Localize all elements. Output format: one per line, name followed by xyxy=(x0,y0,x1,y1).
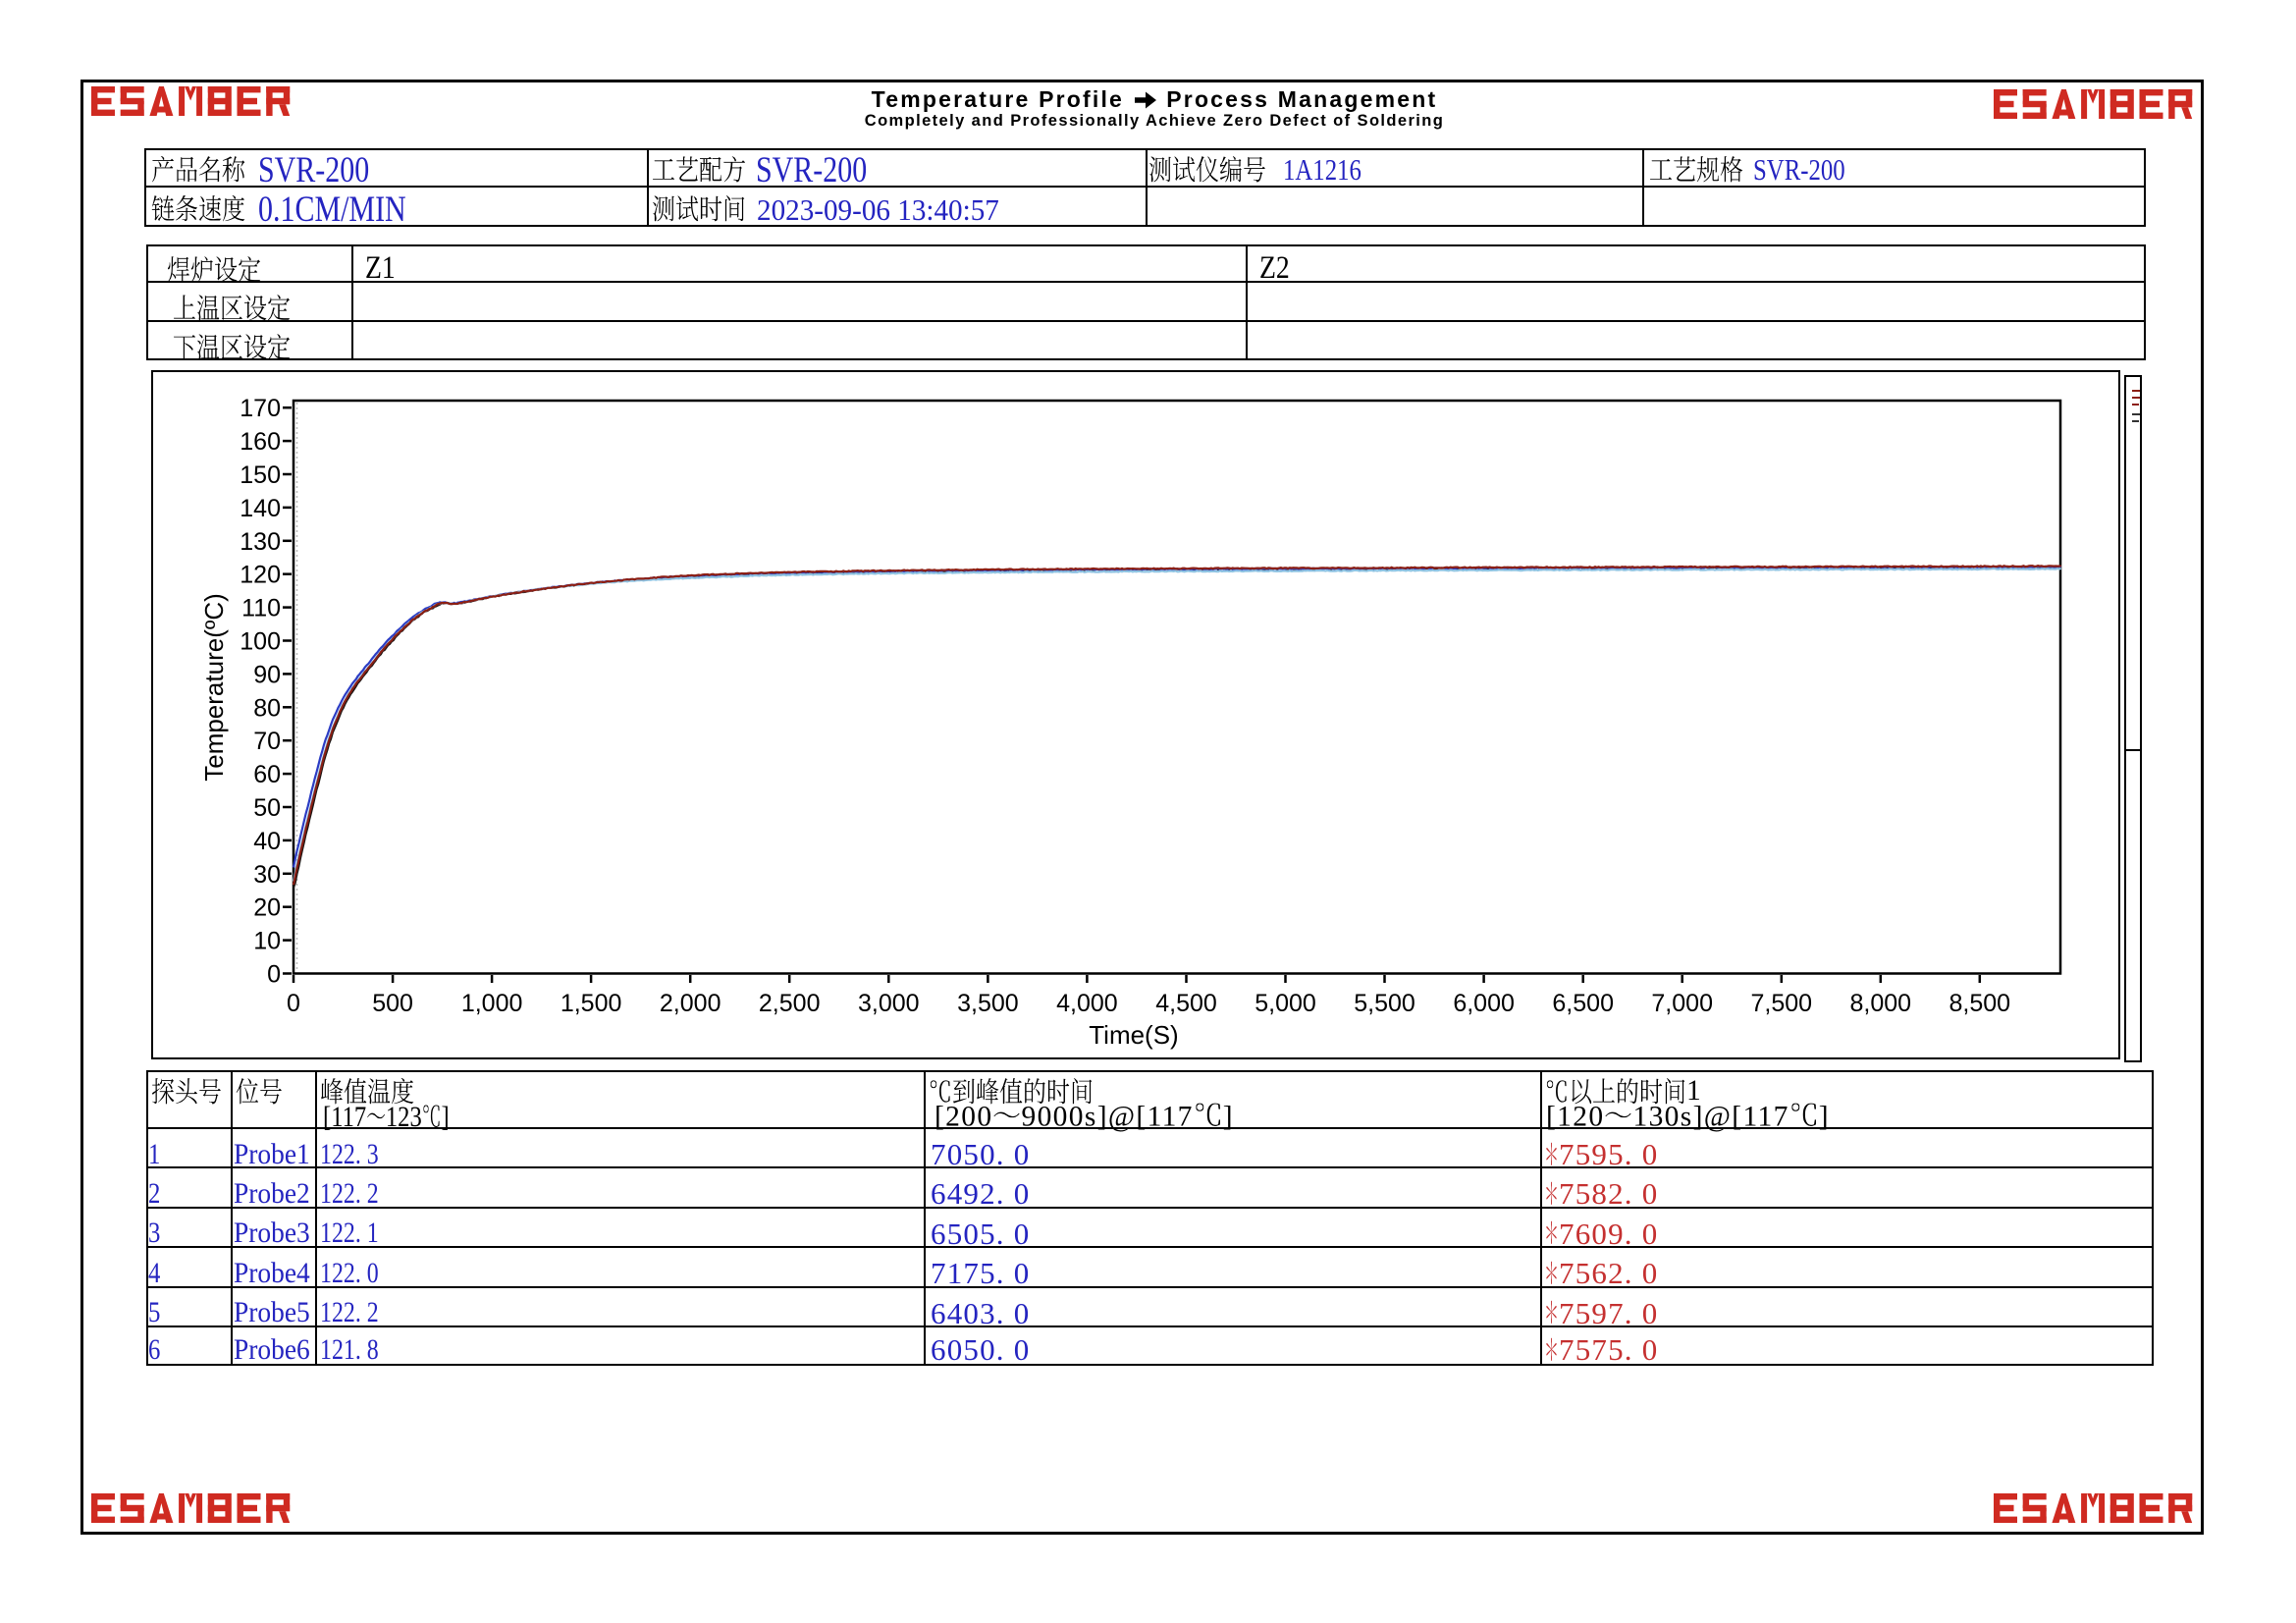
svg-text:160: 160 xyxy=(240,428,281,456)
svg-text:500: 500 xyxy=(372,990,413,1017)
svg-text:7,500: 7,500 xyxy=(1751,990,1813,1017)
svg-text:Temperature(ºC): Temperature(ºC) xyxy=(199,593,229,782)
svg-text:0: 0 xyxy=(267,961,281,989)
svg-text:10: 10 xyxy=(253,928,281,955)
svg-text:4,500: 4,500 xyxy=(1155,990,1217,1017)
svg-text:80: 80 xyxy=(253,694,281,722)
svg-text:170: 170 xyxy=(240,395,281,422)
svg-text:150: 150 xyxy=(240,461,281,489)
svg-text:5,500: 5,500 xyxy=(1354,990,1415,1017)
svg-text:110: 110 xyxy=(241,595,281,622)
svg-text:130: 130 xyxy=(240,528,281,556)
svg-text:1,500: 1,500 xyxy=(561,990,622,1017)
svg-text:120: 120 xyxy=(240,562,281,589)
svg-text:5,000: 5,000 xyxy=(1255,990,1316,1017)
svg-text:70: 70 xyxy=(253,728,281,755)
svg-text:8,500: 8,500 xyxy=(1949,990,2011,1017)
svg-text:2,500: 2,500 xyxy=(759,990,821,1017)
svg-text:2,000: 2,000 xyxy=(660,990,721,1017)
svg-text:4,000: 4,000 xyxy=(1056,990,1118,1017)
svg-text:0: 0 xyxy=(287,990,300,1017)
svg-text:100: 100 xyxy=(240,628,281,656)
svg-text:30: 30 xyxy=(253,861,281,889)
svg-text:6,000: 6,000 xyxy=(1453,990,1515,1017)
svg-text:20: 20 xyxy=(253,894,281,922)
svg-text:50: 50 xyxy=(253,794,281,822)
svg-text:7,000: 7,000 xyxy=(1651,990,1713,1017)
svg-text:140: 140 xyxy=(240,495,281,522)
svg-text:90: 90 xyxy=(253,661,281,688)
svg-text:3,500: 3,500 xyxy=(957,990,1019,1017)
svg-text:1,000: 1,000 xyxy=(461,990,523,1017)
svg-text:3,000: 3,000 xyxy=(858,990,920,1017)
svg-text:8,000: 8,000 xyxy=(1850,990,1912,1017)
svg-text:60: 60 xyxy=(253,761,281,788)
svg-text:6,500: 6,500 xyxy=(1552,990,1614,1017)
svg-text:Time(S): Time(S) xyxy=(1089,1020,1178,1050)
svg-text:40: 40 xyxy=(253,828,281,855)
